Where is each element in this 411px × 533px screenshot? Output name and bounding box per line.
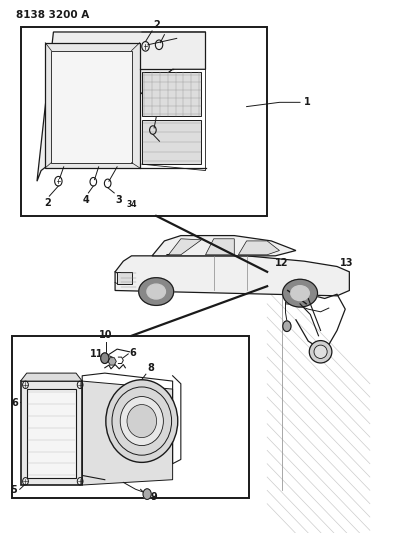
Polygon shape <box>37 32 206 181</box>
Text: 9: 9 <box>150 492 157 502</box>
Text: 1: 1 <box>304 98 311 107</box>
Text: 7: 7 <box>64 396 71 406</box>
Bar <box>12 336 249 498</box>
Text: 8: 8 <box>147 363 154 373</box>
Text: 13: 13 <box>339 257 353 268</box>
Ellipse shape <box>309 341 332 363</box>
Text: 10: 10 <box>99 330 113 340</box>
Text: 6: 6 <box>12 398 18 408</box>
Text: 3: 3 <box>115 195 122 205</box>
Text: 4: 4 <box>161 143 168 153</box>
Ellipse shape <box>106 379 178 462</box>
Ellipse shape <box>139 278 174 305</box>
Polygon shape <box>238 241 279 255</box>
Polygon shape <box>82 381 173 485</box>
Bar <box>27 389 76 478</box>
Polygon shape <box>45 43 140 168</box>
Bar <box>21 381 82 485</box>
Text: 34: 34 <box>127 200 137 209</box>
Bar <box>142 120 201 164</box>
Ellipse shape <box>147 284 165 299</box>
Text: 2: 2 <box>44 198 51 208</box>
Ellipse shape <box>291 286 309 301</box>
Polygon shape <box>115 256 349 296</box>
Text: 4: 4 <box>83 195 90 205</box>
Bar <box>142 72 201 116</box>
Text: 6: 6 <box>129 349 136 358</box>
Text: 5: 5 <box>11 486 17 495</box>
Ellipse shape <box>120 397 163 446</box>
Ellipse shape <box>314 345 327 358</box>
Text: 12: 12 <box>275 257 289 268</box>
Ellipse shape <box>282 279 318 307</box>
Polygon shape <box>21 373 82 381</box>
Ellipse shape <box>127 405 157 438</box>
Polygon shape <box>206 239 234 255</box>
Bar <box>117 272 132 284</box>
Circle shape <box>283 321 291 332</box>
Polygon shape <box>108 358 116 365</box>
Polygon shape <box>166 239 201 255</box>
Text: 8138 3200 A: 8138 3200 A <box>16 10 90 20</box>
Text: 11: 11 <box>90 350 104 359</box>
Circle shape <box>101 353 109 364</box>
Polygon shape <box>152 236 296 256</box>
Bar <box>51 51 132 163</box>
Bar <box>21 27 267 216</box>
Circle shape <box>143 489 151 499</box>
Text: 2: 2 <box>153 20 159 30</box>
